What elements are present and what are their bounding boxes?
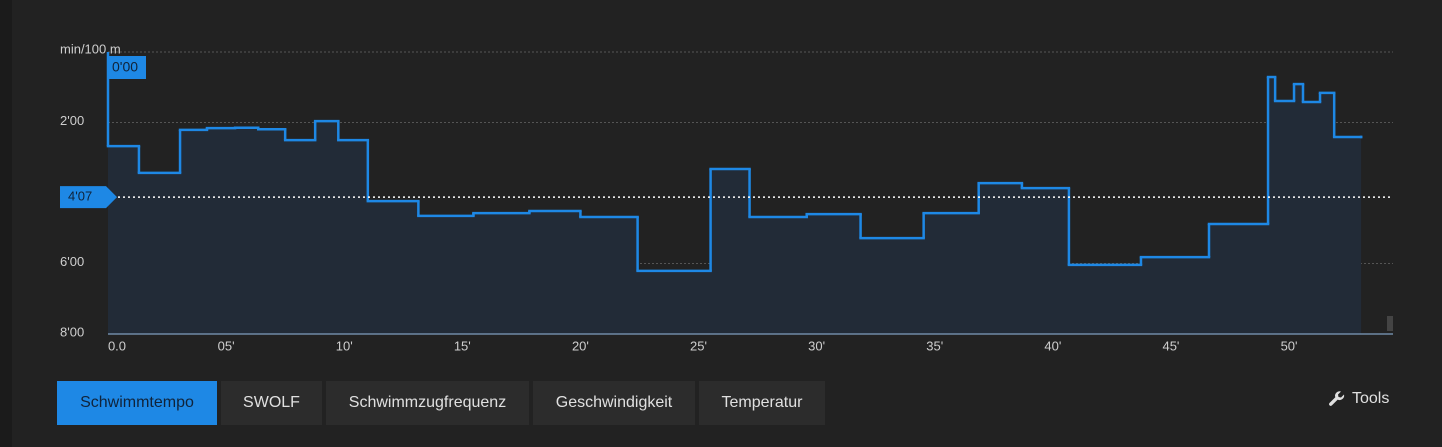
x-tick-label: 50' bbox=[1281, 338, 1298, 353]
x-tick-label: 35' bbox=[926, 338, 943, 353]
tab[interactable]: Schwimmzugfrequenz bbox=[326, 381, 529, 425]
cursor-badge bbox=[108, 56, 146, 79]
x-tick-label: 10' bbox=[336, 338, 353, 353]
chart: min/100 m 2'00 6'00 8'00 0.0 05' 10' 15' 20' 25'… bbox=[60, 41, 1393, 353]
x-tick-label: 05' bbox=[218, 338, 235, 353]
wrench-icon bbox=[1329, 391, 1345, 406]
average-label: 4'07 bbox=[68, 189, 92, 204]
tools-label: Tools bbox=[1352, 390, 1390, 407]
tab[interactable]: SWOLF bbox=[221, 381, 322, 425]
average-badge bbox=[60, 186, 117, 209]
x-tick-label: 45' bbox=[1162, 338, 1179, 353]
y-tick-label: 2'00 bbox=[60, 113, 84, 128]
x-tick-label: 40' bbox=[1044, 338, 1061, 353]
x-tick-label: 20' bbox=[572, 338, 589, 353]
x-tick-label: 15' bbox=[454, 338, 471, 353]
tab[interactable]: Geschwindigkeit bbox=[533, 381, 695, 425]
tab[interactable]: Schwimmtempo bbox=[57, 381, 217, 425]
tab[interactable]: Temperatur bbox=[699, 381, 825, 425]
cursor-label: 0'00 bbox=[112, 59, 138, 75]
x-tick-label: 30' bbox=[808, 338, 825, 353]
x-tick-label: 0.0 bbox=[108, 338, 126, 353]
x-tick-label: 25' bbox=[690, 338, 707, 353]
y-tick-label: 8'00 bbox=[60, 324, 84, 339]
y-tick-label: 6'00 bbox=[60, 254, 84, 269]
scroll-handle bbox=[1387, 316, 1393, 331]
area bbox=[108, 77, 1362, 334]
y-axis-label: min/100 m bbox=[60, 41, 121, 56]
tools-button[interactable]: Tools bbox=[1328, 390, 1389, 408]
